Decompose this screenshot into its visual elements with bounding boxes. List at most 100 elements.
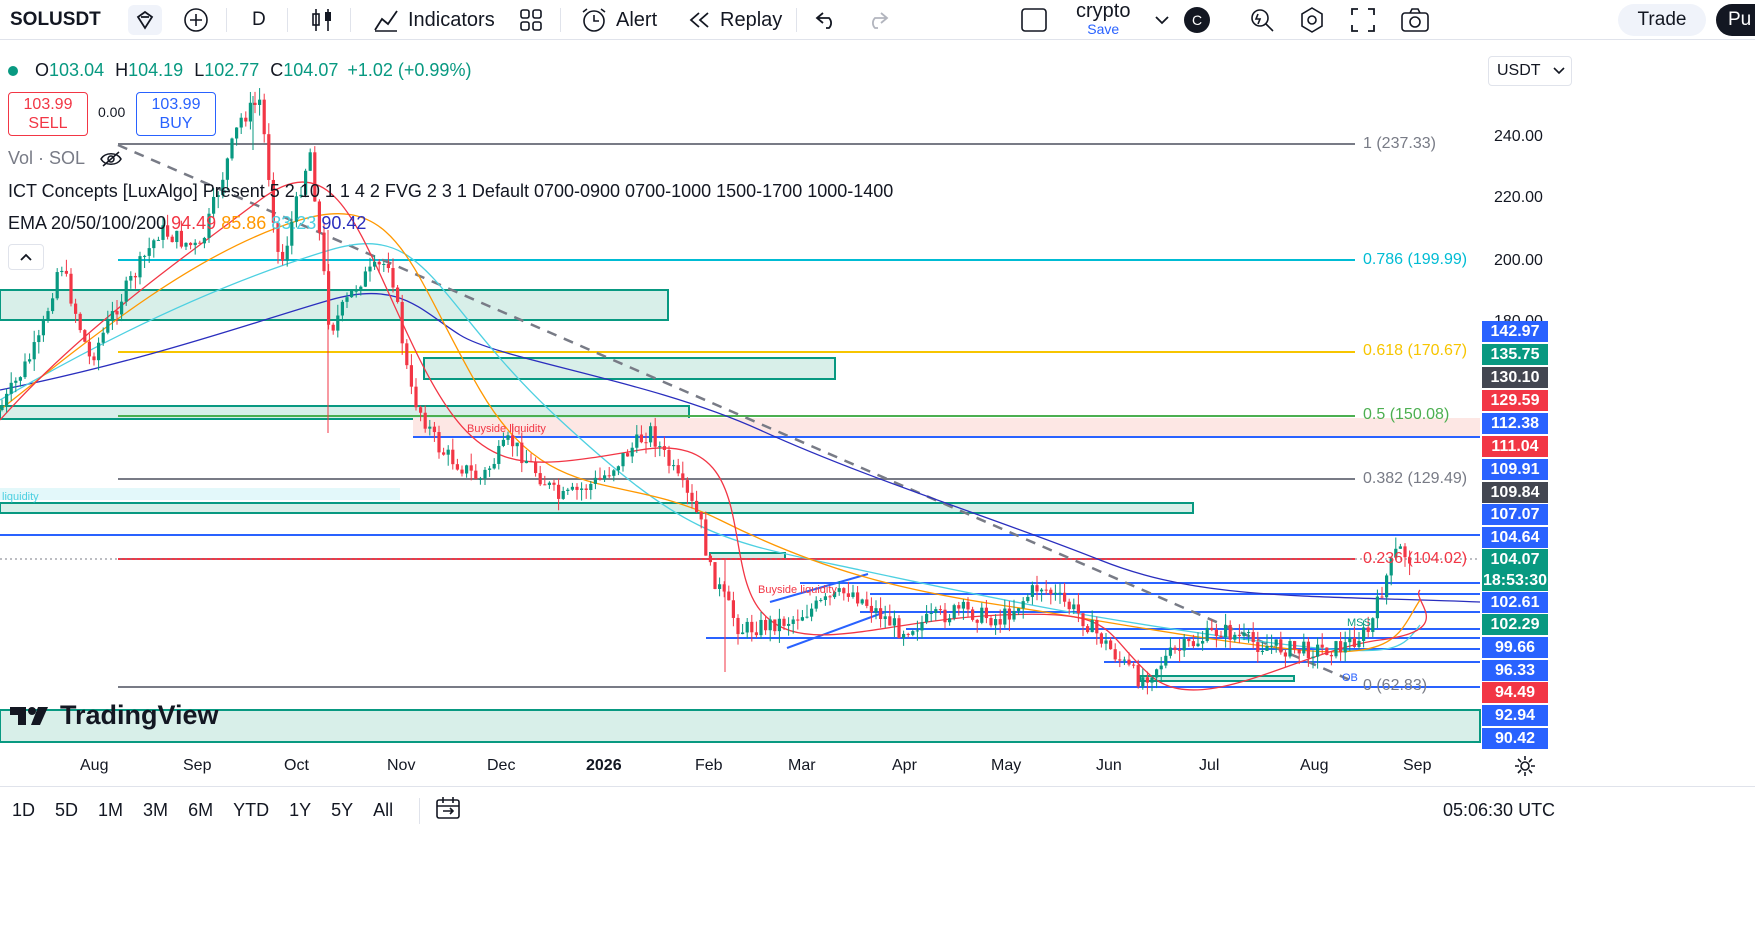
candle-body [225, 158, 229, 180]
candle-body [800, 617, 804, 621]
candle-body [1136, 665, 1140, 687]
buyside-liquidity-label: Buyside liquidity [758, 584, 837, 596]
candle-body [1311, 656, 1315, 659]
candle-body [1214, 629, 1218, 637]
candle-body [984, 607, 988, 619]
candle-body [1145, 677, 1149, 683]
candle-body [1040, 589, 1044, 592]
sell-button[interactable]: 103.99 SELL [8, 92, 88, 136]
range-5d[interactable]: 5D [55, 800, 79, 820]
candle-body [630, 447, 634, 457]
eye-hidden-icon[interactable] [99, 150, 123, 168]
layout-square-icon[interactable] [1020, 0, 1048, 40]
fib-level-label: 0.618 (170.67) [1363, 342, 1468, 359]
range-3m[interactable]: 3M [143, 800, 169, 820]
price-chart[interactable] [0, 41, 1755, 786]
candle-body [915, 630, 919, 632]
alert-label: Alert [616, 8, 658, 31]
currency-select[interactable]: USDT [1488, 56, 1572, 86]
candle-body [566, 489, 570, 492]
candle-body [750, 621, 754, 633]
user-avatar[interactable]: C [1184, 0, 1210, 40]
candle-body [106, 319, 110, 333]
candle-body [593, 477, 597, 484]
candle-body [957, 605, 961, 609]
candle-body [975, 619, 979, 623]
candle-body [258, 99, 262, 105]
candle-body [1118, 659, 1122, 661]
candle-body [685, 480, 689, 493]
compare-add-icon[interactable] [182, 0, 210, 40]
candle-body [1362, 627, 1366, 641]
collapse-legend-button[interactable] [8, 244, 44, 270]
candle-body [1224, 624, 1228, 638]
candle-body [607, 475, 611, 477]
candle-body [1394, 548, 1398, 558]
replay-button[interactable]: Replay [688, 0, 782, 40]
layout-save-button[interactable]: crypto Save [1076, 0, 1130, 40]
redo-icon[interactable] [864, 0, 890, 40]
quick-search-icon[interactable] [1248, 0, 1276, 40]
alert-button[interactable]: Alert [580, 0, 657, 40]
candle-body [616, 466, 620, 471]
candle-body [253, 102, 257, 105]
candle-body [23, 361, 27, 378]
candle-body [1113, 649, 1117, 660]
candle-body [1297, 649, 1301, 654]
candles-icon[interactable] [310, 0, 334, 40]
interval-button[interactable]: D [252, 0, 266, 40]
candle-body [465, 465, 469, 474]
rewind-icon [689, 12, 709, 28]
ict-indicator-legend[interactable]: ICT Concepts [LuxAlgo] Present 5 2 10 1 … [8, 181, 893, 202]
candle-body [143, 255, 147, 257]
utc-clock[interactable]: 05:06:30 UTC [1443, 800, 1556, 820]
ema-title: EMA 20/50/100/200 [8, 213, 167, 233]
fullscreen-icon[interactable] [1350, 0, 1376, 40]
layout-chevron-down-icon[interactable] [1154, 0, 1170, 40]
indicators-button[interactable]: Indicators [372, 0, 495, 40]
date-range-calendar-icon[interactable] [434, 795, 462, 826]
axis-settings-icon[interactable] [1513, 754, 1537, 783]
candle-body [782, 618, 786, 626]
range-5y[interactable]: 5Y [331, 800, 354, 820]
price-scale-label: 96.33 [1482, 660, 1548, 681]
camera-icon[interactable] [1400, 0, 1430, 40]
candle-body [911, 631, 915, 635]
ohlc-legend: O103.04 H104.19 L102.77 C104.07 +1.02 (+… [8, 60, 471, 81]
range-ytd[interactable]: YTD [233, 800, 270, 820]
candle-body [948, 618, 952, 623]
time-axis-label: Nov [387, 757, 416, 774]
range-1d[interactable]: 1D [12, 800, 36, 820]
price-scale-label: 18:53:30 [1482, 570, 1548, 591]
range-6m[interactable]: 6M [188, 800, 214, 820]
candle-body [584, 488, 588, 490]
candle-body [971, 609, 975, 620]
range-all[interactable]: All [373, 800, 394, 820]
candle-body [1012, 610, 1016, 620]
candle-body [221, 179, 225, 196]
undo-icon[interactable] [814, 0, 840, 40]
candle-body [446, 449, 450, 455]
ema-20-value: 94.49 [171, 213, 217, 233]
candle-body [1274, 639, 1278, 646]
settings-gear-icon[interactable] [1298, 0, 1326, 40]
diamond-icon[interactable] [128, 5, 162, 35]
ema-200-value: 90.42 [321, 213, 367, 233]
symbol-search[interactable]: SOLUSDT [10, 0, 101, 40]
candle-body [299, 194, 303, 197]
candle-body [892, 618, 896, 626]
buy-button[interactable]: 103.99 BUY [136, 92, 216, 136]
ema-legend[interactable]: EMA 20/50/100/200 94.49 85.86 83.23 90.4… [8, 213, 366, 234]
fib-level-label: 0 (62.83) [1363, 677, 1428, 694]
range-1y[interactable]: 1Y [289, 800, 312, 820]
time-axis-label: Jun [1096, 757, 1122, 774]
layout-save-label: Save [1087, 21, 1120, 37]
publish-button[interactable]: Pu [1716, 4, 1755, 36]
templates-icon[interactable] [518, 0, 544, 40]
candle-body [110, 311, 114, 320]
mss-label: MSS [1347, 617, 1371, 629]
candle-body [5, 393, 9, 407]
range-1m[interactable]: 1M [98, 800, 124, 820]
candle-body [699, 512, 703, 520]
trade-button[interactable]: Trade [1618, 4, 1706, 36]
